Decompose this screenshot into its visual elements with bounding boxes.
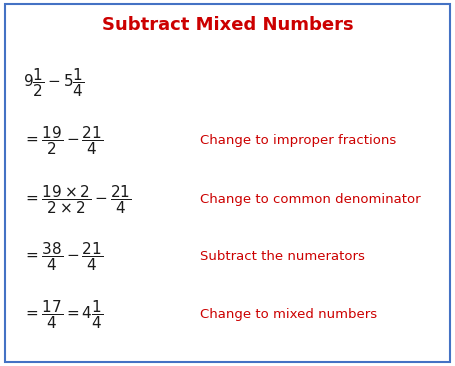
Text: Change to mixed numbers: Change to mixed numbers <box>200 308 377 321</box>
Text: $9\dfrac{1}{2}-5\dfrac{1}{4}$: $9\dfrac{1}{2}-5\dfrac{1}{4}$ <box>23 66 84 99</box>
Text: Change to common denominator: Change to common denominator <box>200 193 421 206</box>
FancyBboxPatch shape <box>5 4 450 362</box>
Text: Change to improper fractions: Change to improper fractions <box>200 134 396 147</box>
Text: $=\dfrac{17}{4}=4\dfrac{1}{4}$: $=\dfrac{17}{4}=4\dfrac{1}{4}$ <box>23 298 103 331</box>
Text: $=\dfrac{19}{2}-\dfrac{21}{4}$: $=\dfrac{19}{2}-\dfrac{21}{4}$ <box>23 124 103 157</box>
Text: $=\dfrac{38}{4}-\dfrac{21}{4}$: $=\dfrac{38}{4}-\dfrac{21}{4}$ <box>23 240 103 273</box>
Text: Subtract Mixed Numbers: Subtract Mixed Numbers <box>101 16 354 34</box>
Text: $=\dfrac{19\times2}{2\times2}-\dfrac{21}{4}$: $=\dfrac{19\times2}{2\times2}-\dfrac{21}… <box>23 183 131 216</box>
Text: Subtract the numerators: Subtract the numerators <box>200 250 365 263</box>
